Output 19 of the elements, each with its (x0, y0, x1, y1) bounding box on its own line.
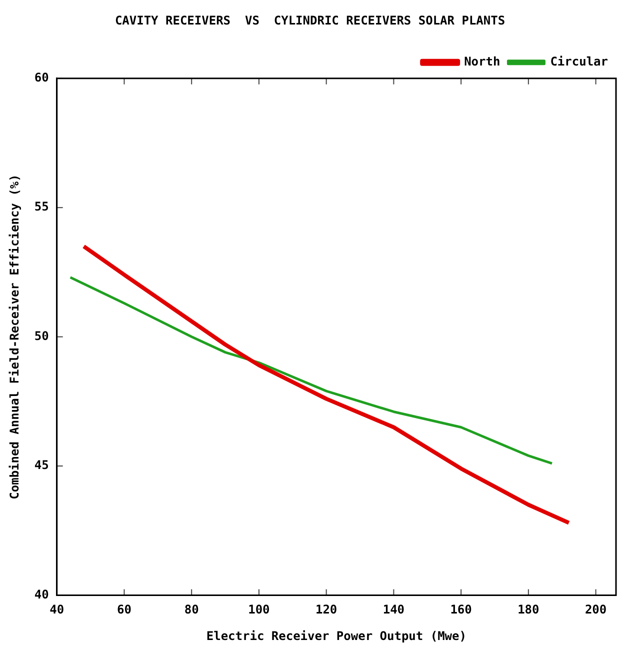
legend-label: North (464, 54, 500, 69)
x-tick-label: 160 (450, 602, 472, 617)
x-tick-label: 80 (184, 602, 199, 617)
x-tick-label: 40 (50, 602, 64, 617)
y-tick-label: 40 (34, 587, 49, 602)
x-tick-label: 60 (116, 602, 132, 617)
y-axis-title: Combined Annual Field-Receiver Efficiency (%) (7, 174, 22, 500)
x-axis-title: Electric Receiver Power Output (Mwe) (206, 628, 466, 643)
y-tick-label: 45 (34, 458, 49, 472)
x-tick-label: 140 (382, 602, 405, 617)
y-tick-label: 60 (34, 70, 49, 85)
legend-label: Circular (550, 54, 608, 69)
y-tick-label: 50 (34, 328, 49, 343)
x-tick-label: 200 (584, 602, 607, 617)
x-tick-label: 100 (248, 602, 270, 617)
y-tick-label: 55 (34, 200, 49, 214)
x-tick-label: 120 (315, 602, 338, 617)
chart-title: CAVITY RECEIVERS VS CYLINDRIC RECEIVERS SOLAR PLANTS (114, 13, 506, 28)
x-tick-label: 180 (518, 602, 540, 617)
